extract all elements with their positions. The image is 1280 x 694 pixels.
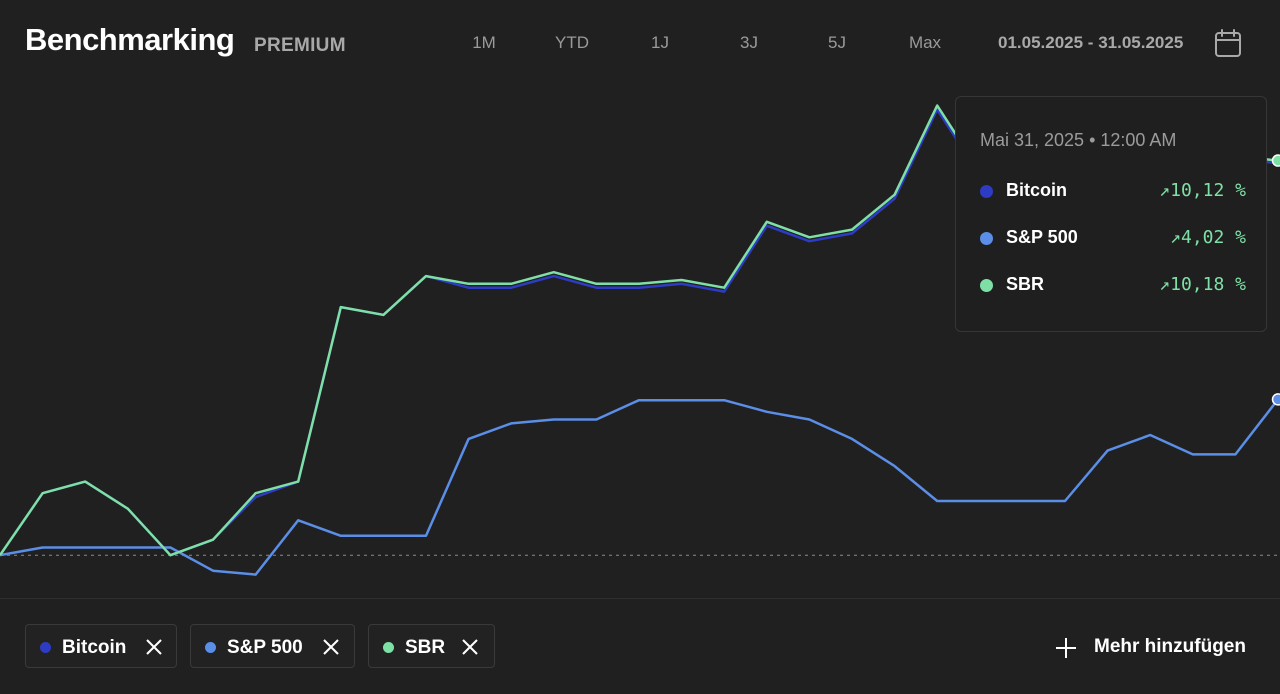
- range-5j-button[interactable]: 5J: [828, 33, 846, 52]
- chip-bitcoin[interactable]: Bitcoin: [25, 624, 177, 668]
- date-range-label[interactable]: 01.05.2025 - 31.05.2025: [998, 33, 1184, 52]
- close-icon[interactable]: [459, 636, 481, 658]
- chip-sp500[interactable]: S&P 500: [190, 624, 355, 668]
- series-line-s-p-500: [0, 398, 1279, 576]
- calendar-icon[interactable]: [1214, 28, 1242, 58]
- tooltip-value: ↗10,12 %: [1159, 180, 1246, 201]
- tooltip-row-sp500: S&P 500 ↗4,02 %: [980, 226, 1246, 250]
- chip-label: Bitcoin: [62, 637, 127, 658]
- range-ytd-button[interactable]: YTD: [555, 33, 589, 52]
- tooltip-row-sbr: SBR ↗10,18 %: [980, 273, 1246, 297]
- chip-label: SBR: [405, 637, 446, 658]
- tooltip-value: ↗4,02 %: [1170, 227, 1246, 248]
- sbr-dot-icon: [980, 279, 993, 292]
- premium-badge: PREMIUM: [254, 35, 346, 56]
- tooltip-name: Bitcoin: [1006, 180, 1067, 200]
- chip-sbr[interactable]: SBR: [368, 624, 495, 668]
- range-max-button[interactable]: Max: [908, 33, 942, 52]
- end-point-s-p-500: [1271, 393, 1280, 406]
- sp500-dot-icon: [980, 232, 993, 245]
- chart-divider: [0, 598, 1280, 599]
- sbr-dot-icon: [383, 642, 394, 653]
- tooltip-name: S&P 500: [1006, 227, 1078, 247]
- chart-tooltip: Mai 31, 2025 • 12:00 AM Bitcoin ↗10,12 %…: [955, 96, 1267, 332]
- range-1j-button[interactable]: 1J: [651, 33, 669, 52]
- bitcoin-dot-icon: [40, 642, 51, 653]
- close-icon[interactable]: [320, 636, 342, 658]
- plus-icon: [1056, 638, 1076, 658]
- range-1m-button[interactable]: 1M: [472, 33, 496, 52]
- sp500-dot-icon: [205, 642, 216, 653]
- chip-label: S&P 500: [227, 637, 303, 658]
- tooltip-date: Mai 31, 2025 • 12:00 AM: [980, 130, 1177, 150]
- header: Benchmarking PREMIUM 1M YTD 1J 3J 5J Max…: [0, 0, 1280, 84]
- bitcoin-dot-icon: [980, 185, 993, 198]
- tooltip-row-bitcoin: Bitcoin ↗10,12 %: [980, 179, 1246, 203]
- tooltip-value: ↗10,18 %: [1159, 274, 1246, 295]
- page-title: Benchmarking: [25, 22, 235, 57]
- tooltip-name: SBR: [1006, 274, 1045, 294]
- close-icon[interactable]: [143, 636, 165, 658]
- end-point-sbr: [1271, 154, 1280, 167]
- add-more-label: Mehr hinzufügen: [1094, 636, 1246, 657]
- range-3j-button[interactable]: 3J: [740, 33, 758, 52]
- add-more-button[interactable]: Mehr hinzufügen: [1054, 634, 1254, 662]
